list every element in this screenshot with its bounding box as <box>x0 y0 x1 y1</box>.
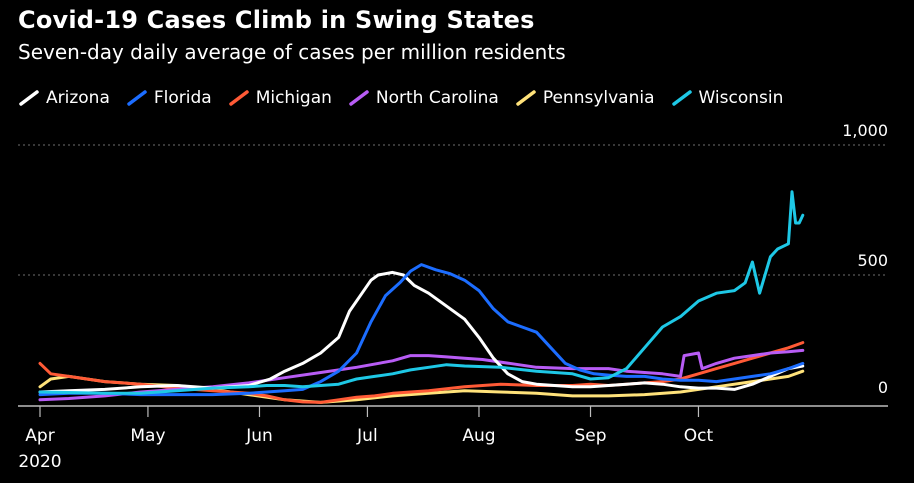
series-line-arizona <box>38 270 805 394</box>
legend-label-wisconsin: Wisconsin <box>698 88 784 108</box>
x-tick-label-apr: Apr <box>25 426 54 446</box>
series-line-wisconsin <box>38 190 805 395</box>
legend-label-north-carolina: North Carolina <box>375 88 499 108</box>
legend-swatch-arizona <box>19 90 39 106</box>
legend-swatch-north-carolina <box>349 90 369 106</box>
legend: Arizona Florida Michigan North Carolina … <box>18 88 799 108</box>
x-tick-label-aug: Aug <box>462 426 495 446</box>
legend-label-pennsylvania: Pennsylvania <box>542 88 655 108</box>
legend-item-wisconsin: Wisconsin <box>671 88 784 108</box>
chart-title: Covid-19 Cases Climb in Swing States <box>18 6 535 34</box>
legend-swatch-michigan <box>228 90 249 106</box>
series-line-north-carolina <box>38 348 805 402</box>
legend-swatch-wisconsin <box>671 90 692 106</box>
legend-item-florida: Florida <box>126 88 212 108</box>
legend-label-michigan: Michigan <box>255 88 332 108</box>
x-year-label: 2020 <box>18 452 61 472</box>
y-tick-label-500: 500 <box>857 251 888 270</box>
y-tick-label-1-000: 1,000 <box>842 121 888 140</box>
x-tick-label-jul: Jul <box>356 426 378 446</box>
legend-label-florida: Florida <box>153 88 212 108</box>
x-tick-label-may: May <box>130 426 165 446</box>
legend-label-arizona: Arizona <box>46 88 110 108</box>
series-line-florida <box>38 263 805 397</box>
y-tick-label-0: 0 <box>878 378 888 397</box>
legend-item-arizona: Arizona <box>18 88 110 108</box>
legend-item-michigan: Michigan <box>228 88 332 108</box>
x-tick-label-oct: Oct <box>684 426 714 446</box>
legend-swatch-florida <box>127 90 147 106</box>
legend-item-pennsylvania: Pennsylvania <box>515 88 655 108</box>
x-tick-label-jun: Jun <box>245 426 273 446</box>
x-tick-label-sep: Sep <box>574 426 606 446</box>
legend-item-north-carolina: North Carolina <box>348 88 499 108</box>
chart-subtitle: Seven-day daily average of cases per mil… <box>18 40 566 64</box>
legend-swatch-pennsylvania <box>516 90 536 106</box>
